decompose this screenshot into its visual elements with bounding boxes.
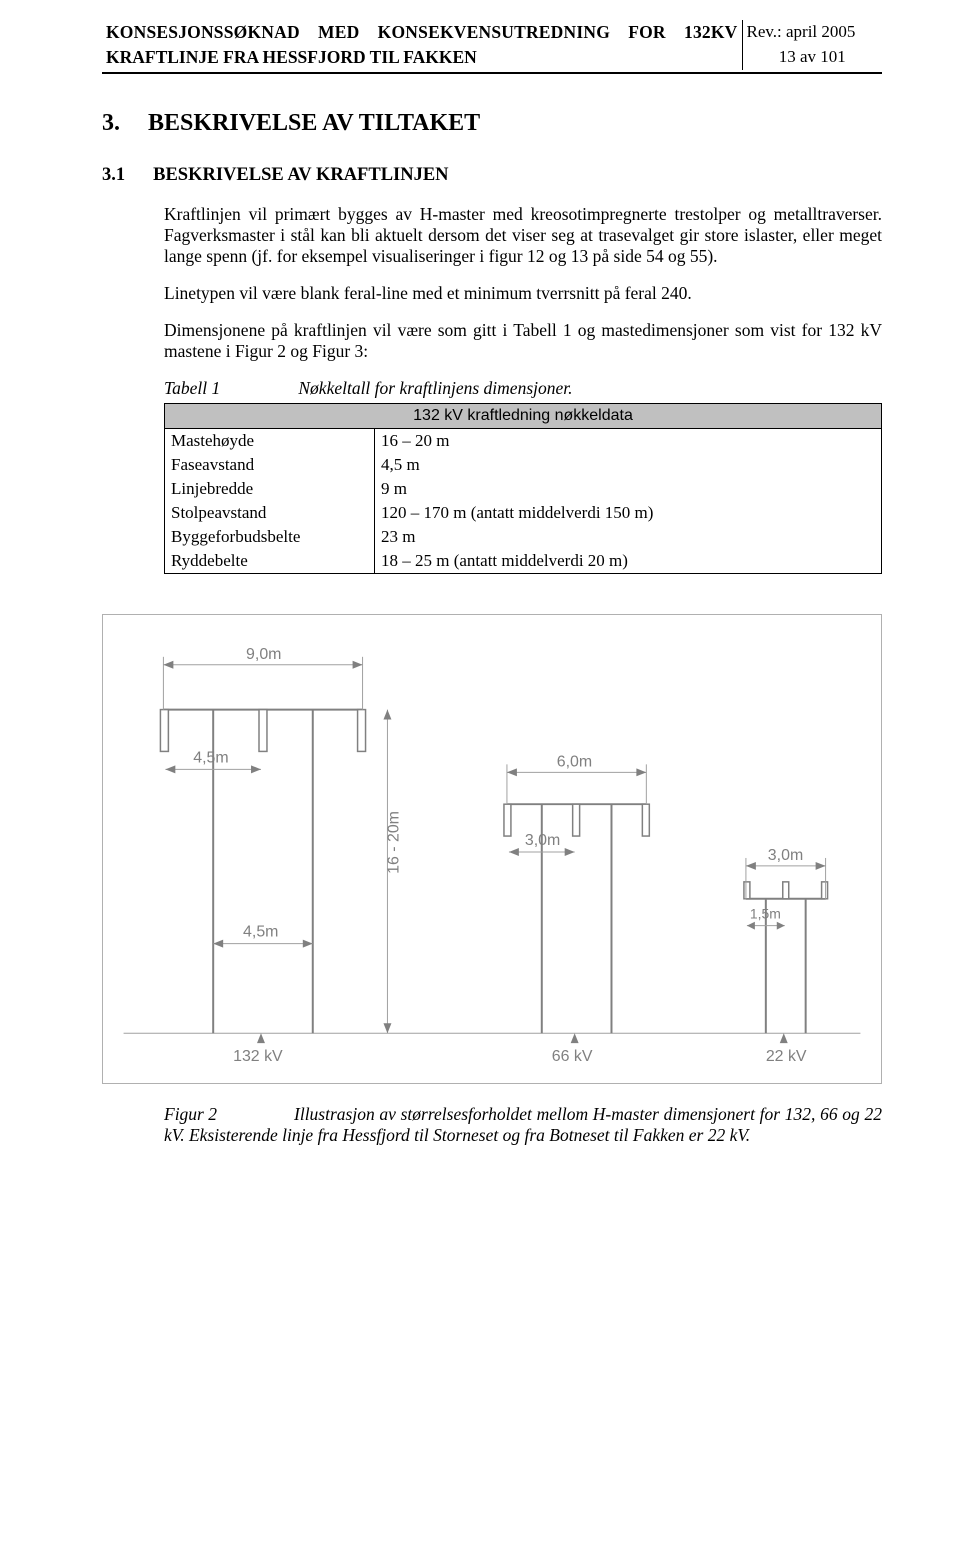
table-cell-value: 16 – 20 m xyxy=(375,429,882,454)
document-page: KONSESJONSSØKNAD MED KONSEKVENSUTREDNING… xyxy=(0,0,960,1203)
svg-text:4,5m: 4,5m xyxy=(193,749,228,766)
table-row: Linjebredde9 m xyxy=(165,477,882,501)
figure2-caption: Figur 2Illustrasjon av størrelsesforhold… xyxy=(164,1104,882,1145)
table-cell-value: 23 m xyxy=(375,525,882,549)
svg-text:9,0m: 9,0m xyxy=(246,646,281,663)
table-row: Mastehøyde16 – 20 m xyxy=(165,429,882,454)
svg-text:3,0m: 3,0m xyxy=(525,832,560,849)
page-header: KONSESJONSSØKNAD MED KONSEKVENSUTREDNING… xyxy=(102,20,882,70)
figure2-caption-label: Figur 2 xyxy=(164,1104,294,1125)
table-cell-key: Ryddebelte xyxy=(165,549,375,574)
table1-caption-label: Tabell 1 xyxy=(164,378,294,399)
svg-text:22 kV: 22 kV xyxy=(766,1048,807,1065)
table-cell-key: Stolpeavstand xyxy=(165,501,375,525)
svg-text:132 kV: 132 kV xyxy=(233,1048,283,1065)
svg-text:6,0m: 6,0m xyxy=(557,753,592,770)
header-rule xyxy=(102,72,882,74)
svg-text:66 kV: 66 kV xyxy=(552,1048,593,1065)
svg-text:4,5m: 4,5m xyxy=(243,924,278,941)
paragraph-2: Linetypen vil være blank feral-line med … xyxy=(164,283,882,304)
section-heading: 3. BESKRIVELSE AV TILTAKET xyxy=(102,110,882,137)
table-cell-value: 9 m xyxy=(375,477,882,501)
table1: 132 kV kraftledning nøkkeldata Mastehøyd… xyxy=(164,403,882,574)
table-cell-key: Mastehøyde xyxy=(165,429,375,454)
svg-text:16 - 20m: 16 - 20m xyxy=(385,811,402,874)
mast-132kv: 9,0m 4,5m 4,5m 16 - 20m 132 kV xyxy=(160,646,402,1065)
mast-22kv: 3,0m 1,5m 22 kV xyxy=(744,847,828,1065)
table1-header: 132 kV kraftledning nøkkeldata xyxy=(165,404,882,429)
table-row: Byggeforbudsbelte23 m xyxy=(165,525,882,549)
subsection-heading: 3.1 BESKRIVELSE AV KRAFTLINJEN xyxy=(102,165,882,186)
table-cell-value: 120 – 170 m (antatt middelverdi 150 m) xyxy=(375,501,882,525)
table-row: Stolpeavstand120 – 170 m (antatt middelv… xyxy=(165,501,882,525)
table-row: Faseavstand4,5 m xyxy=(165,453,882,477)
table-cell-value: 18 – 25 m (antatt middelverdi 20 m) xyxy=(375,549,882,574)
table-cell-key: Byggeforbudsbelte xyxy=(165,525,375,549)
header-title-line2: KRAFTLINJE FRA HESSFJORD TIL FAKKEN xyxy=(102,45,742,70)
table-cell-key: Faseavstand xyxy=(165,453,375,477)
table-cell-value: 4,5 m xyxy=(375,453,882,477)
paragraph-1: Kraftlinjen vil primært bygges av H-mast… xyxy=(164,204,882,267)
svg-text:1,5m: 1,5m xyxy=(750,906,781,922)
table-cell-key: Linjebredde xyxy=(165,477,375,501)
section-title: BESKRIVELSE AV TILTAKET xyxy=(148,110,480,137)
header-page-number: 13 av 101 xyxy=(742,45,882,70)
header-title-line1: KONSESJONSSØKNAD MED KONSEKVENSUTREDNING… xyxy=(102,20,742,45)
paragraph-3: Dimensjonene på kraftlinjen vil være som… xyxy=(164,320,882,362)
subsection-number: 3.1 xyxy=(102,165,125,186)
table1-caption-text: Nøkkeltall for kraftlinjens dimensjoner. xyxy=(298,378,572,398)
table-row: Ryddebelte18 – 25 m (antatt middelverdi … xyxy=(165,549,882,574)
table1-caption: Tabell 1 Nøkkeltall for kraftlinjens dim… xyxy=(164,378,882,399)
section-number: 3. xyxy=(102,110,120,137)
figure2: 9,0m 4,5m 4,5m 16 - 20m 132 kV xyxy=(102,614,882,1084)
mast-66kv: 6,0m 3,0m 66 kV xyxy=(504,753,649,1065)
svg-text:3,0m: 3,0m xyxy=(768,847,803,864)
header-revision: Rev.: april 2005 xyxy=(742,20,882,45)
subsection-title: BESKRIVELSE AV KRAFTLINJEN xyxy=(153,165,448,186)
